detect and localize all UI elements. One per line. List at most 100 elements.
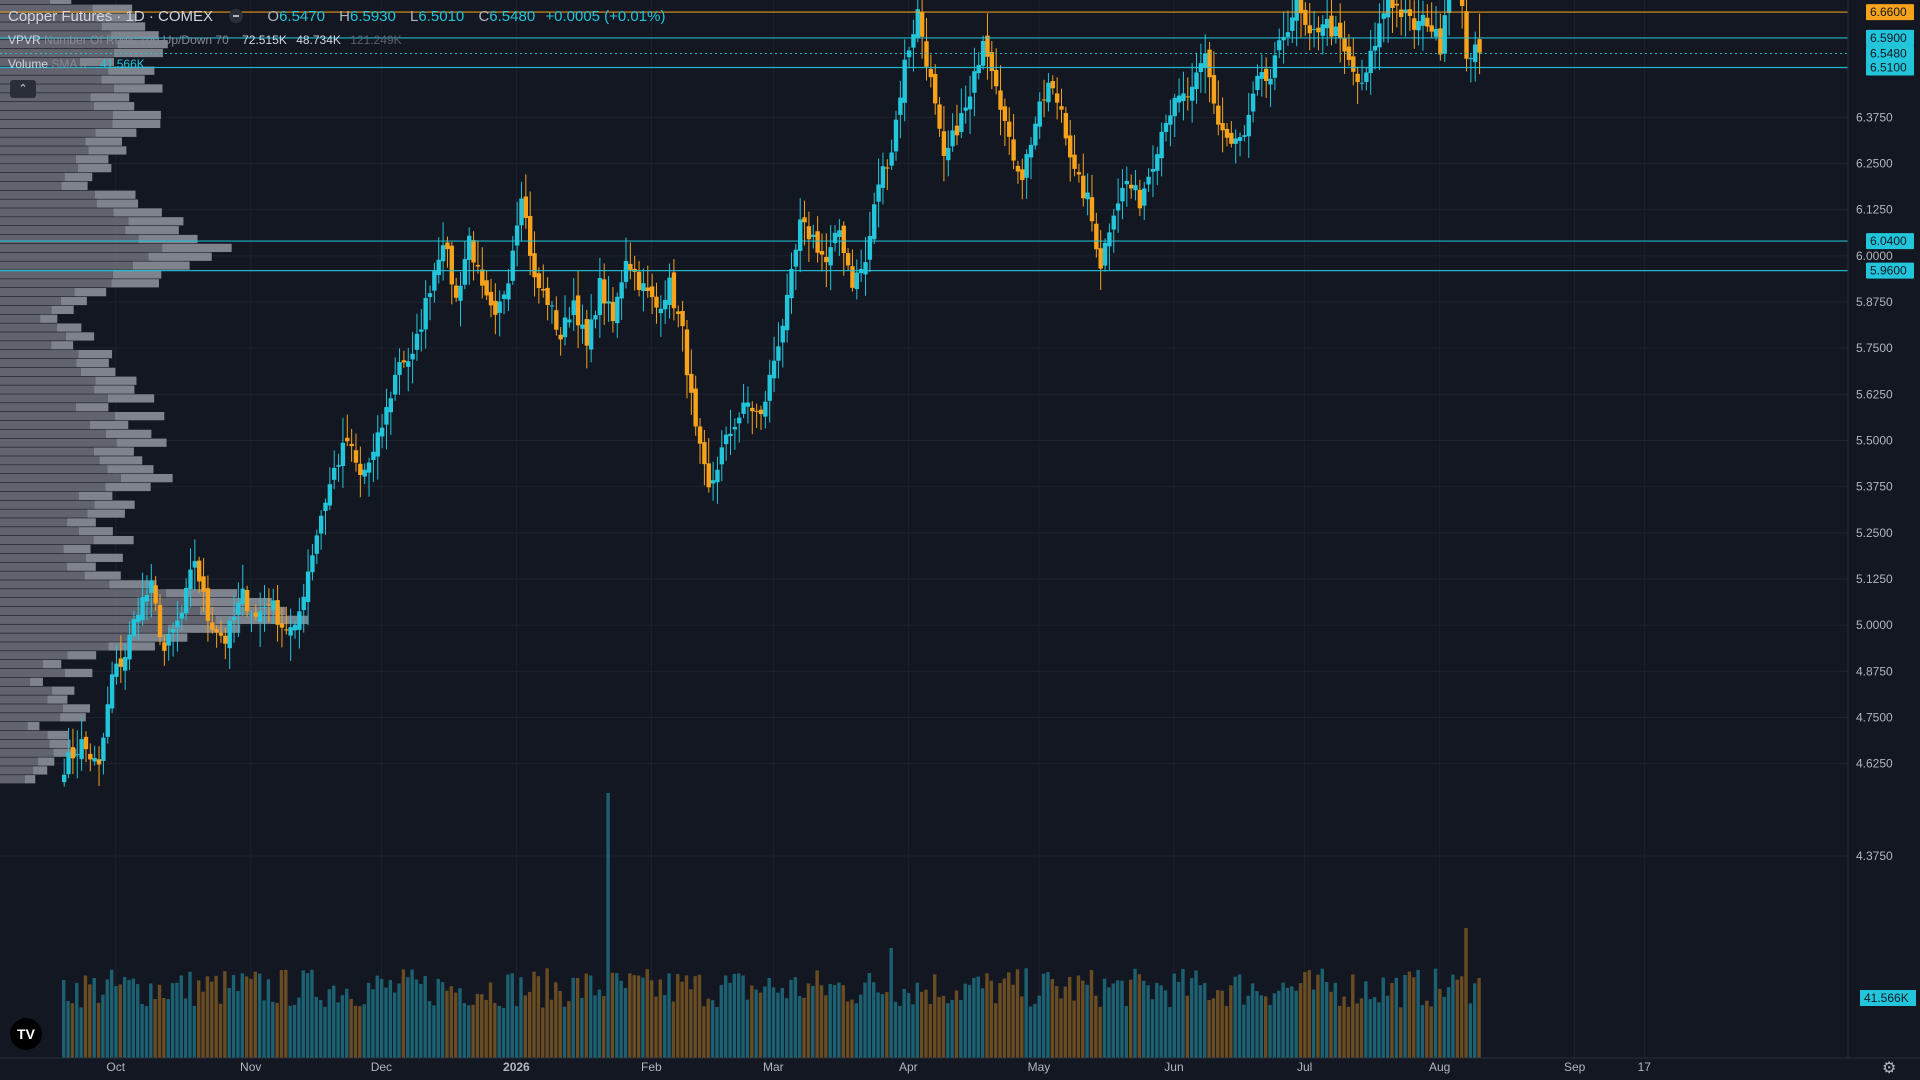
candle-body: [1211, 75, 1217, 104]
volume-bar: [1425, 1000, 1429, 1058]
candle-body: [397, 362, 402, 375]
price-tick-label: 5.6250: [1856, 387, 1893, 401]
candle-body: [170, 629, 176, 633]
ohlc-open-label: O: [267, 8, 280, 25]
volume-bar: [1211, 998, 1216, 1058]
vpvr-row-down: [113, 84, 163, 93]
candle-body: [105, 704, 110, 737]
volume-bar: [615, 973, 619, 1058]
volume-bar: [83, 975, 88, 1058]
volume-bar: [1420, 1005, 1425, 1058]
volume-bar: [872, 982, 876, 1058]
vpvr-row-up: [0, 757, 39, 766]
ohlc-close-value: 6.5480: [489, 8, 536, 25]
candle-body: [1355, 73, 1360, 83]
volume-bar: [784, 998, 789, 1058]
volume-bar: [824, 995, 828, 1058]
vpvr-row-up: [0, 500, 95, 509]
volume-bar: [867, 973, 872, 1058]
candle-body: [201, 576, 206, 592]
candle-body: [1224, 128, 1230, 138]
volume-bar: [157, 984, 162, 1058]
candle-body: [658, 308, 664, 314]
candle-body: [384, 407, 389, 425]
volume-bar: [249, 978, 253, 1058]
volume-bar: [1146, 985, 1150, 1058]
volume-bar: [1359, 998, 1364, 1058]
volume-bar: [680, 981, 684, 1058]
candle-body: [641, 283, 646, 292]
price-level-label: 6.5480: [1870, 46, 1907, 60]
vpvr-row-up: [0, 0, 50, 5]
volume-legend[interactable]: Volume SMA 9 41.566K: [8, 57, 145, 71]
candle-body: [1094, 223, 1099, 250]
visibility-icon[interactable]: [229, 9, 244, 23]
candle-body: [1338, 22, 1343, 39]
vpvr-legend[interactable]: VPVR Number Of Rows 100 Up/Down 70 72.51…: [8, 33, 402, 47]
vpvr-row-up: [0, 288, 75, 297]
candle-body: [845, 253, 851, 266]
vpvr-row-down: [108, 642, 155, 651]
volume-bar: [789, 979, 793, 1058]
candle-body: [149, 580, 154, 593]
candle-body: [1316, 27, 1321, 33]
price-level-label: 5.9600: [1870, 264, 1907, 278]
volume-sma-badge: [1860, 990, 1916, 1006]
vpvr-row-down: [47, 695, 68, 704]
candle-body: [880, 166, 886, 188]
candle-body: [1320, 24, 1325, 36]
vpvr-row-up: [0, 323, 57, 332]
volume-bar: [1255, 991, 1259, 1058]
candle-body: [715, 469, 720, 483]
tradingview-logo-icon[interactable]: TV: [10, 1018, 42, 1050]
candle-body: [197, 560, 202, 582]
ohlc-low-value: 6.5010: [418, 8, 465, 25]
vpvr-row-down: [107, 394, 155, 403]
collapse-legend-button[interactable]: ⌃: [10, 80, 36, 98]
candle-body: [689, 373, 694, 393]
candle-body: [1255, 75, 1260, 90]
candle-body: [915, 9, 920, 39]
vpvr-row-down: [49, 739, 71, 748]
volume-bar: [1464, 928, 1468, 1058]
candle-body: [1259, 72, 1265, 79]
volume-bar: [1468, 1003, 1473, 1058]
candle-body: [253, 612, 259, 617]
candle-body: [109, 674, 115, 709]
volume-bar: [297, 997, 301, 1058]
vpvr-row-up: [0, 31, 112, 40]
vpvr-row-down: [87, 509, 125, 518]
candle-body: [580, 324, 585, 329]
candle-body: [336, 465, 341, 467]
candle-body: [1163, 123, 1169, 132]
vpvr-row-down: [49, 0, 72, 5]
candle-body: [1290, 17, 1295, 31]
candle-body: [210, 622, 215, 630]
ohlc-high-label: H: [339, 8, 350, 25]
candle-body: [841, 225, 846, 253]
vpvr-row-down: [60, 713, 86, 722]
volume-bar: [1041, 973, 1046, 1058]
volume-bar: [271, 1001, 275, 1058]
vpvr-row-up: [0, 465, 108, 474]
symbol-title[interactable]: Copper Futures · 1D · COMEX: [8, 8, 214, 25]
candle-body: [1277, 40, 1282, 51]
vpvr-row-up: [0, 376, 96, 385]
volume-bar: [266, 979, 271, 1058]
volume-bar: [636, 975, 641, 1058]
vpvr-row-up: [0, 571, 85, 580]
volume-bar: [689, 989, 693, 1058]
candle-body: [340, 442, 346, 467]
vpvr-row-up: [0, 553, 87, 562]
vpvr-row-up: [0, 580, 110, 589]
volume-bar: [445, 990, 449, 1058]
gear-icon[interactable]: ⚙: [1882, 1060, 1897, 1077]
volume-bar: [292, 1004, 297, 1058]
candle-body: [1342, 38, 1347, 52]
volume-bar: [183, 998, 188, 1058]
price-tick-label: 4.7500: [1856, 711, 1893, 725]
volume-bar: [462, 1003, 467, 1058]
vpvr-row-up: [0, 172, 65, 182]
volume-bar: [210, 981, 214, 1058]
